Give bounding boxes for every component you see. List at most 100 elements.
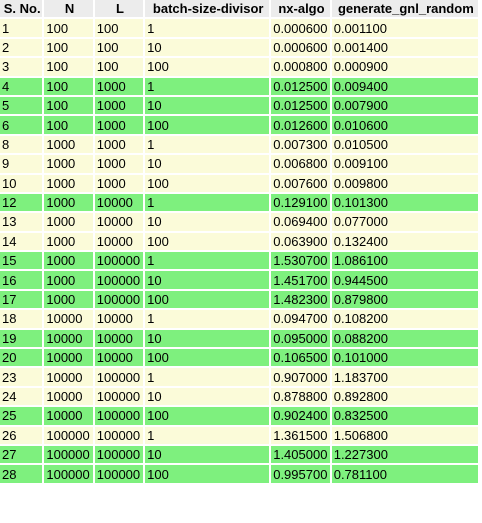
cell-nx-algo: 0.000600 xyxy=(271,19,330,37)
cell-nx-algo: 0.063900 xyxy=(271,232,330,251)
cell-generate-gnl-random: 0.944500 xyxy=(331,271,478,289)
cell-n: 100 xyxy=(44,77,93,95)
cell-nx-algo: 0.000600 xyxy=(271,38,330,57)
cell-generate-gnl-random: 0.108200 xyxy=(331,310,478,328)
cell-serial-number: 6 xyxy=(0,116,43,134)
cell-n: 10000 xyxy=(44,387,93,406)
cell-batch-size-divisor: 10 xyxy=(145,96,270,115)
table-row: 13 1000 10000 10 0.069400 0.077000 xyxy=(0,213,478,231)
cell-n: 1000 xyxy=(44,232,93,251)
cell-nx-algo: 0.902400 xyxy=(271,407,330,425)
cell-batch-size-divisor: 100 xyxy=(145,174,270,192)
cell-batch-size-divisor: 10 xyxy=(145,213,270,231)
cell-nx-algo: 1.482300 xyxy=(271,290,330,309)
cell-serial-number: 19 xyxy=(0,329,43,348)
cell-serial-number: 24 xyxy=(0,387,43,406)
cell-batch-size-divisor: 100 xyxy=(145,232,270,251)
cell-l: 100 xyxy=(94,19,144,37)
cell-n: 1000 xyxy=(44,271,93,289)
cell-nx-algo: 0.907000 xyxy=(271,368,330,386)
cell-l: 1000 xyxy=(94,116,144,134)
cell-batch-size-divisor: 10 xyxy=(145,329,270,348)
cell-l: 100000 xyxy=(94,252,144,270)
cell-batch-size-divisor: 1 xyxy=(145,135,270,154)
cell-serial-number: 2 xyxy=(0,38,43,57)
cell-serial-number: 5 xyxy=(0,96,43,115)
cell-nx-algo: 1.451700 xyxy=(271,271,330,289)
cell-generate-gnl-random: 1.506800 xyxy=(331,426,478,444)
cell-serial-number: 4 xyxy=(0,77,43,95)
cell-serial-number: 16 xyxy=(0,271,43,289)
cell-batch-size-divisor: 10 xyxy=(145,155,270,173)
cell-nx-algo: 0.095000 xyxy=(271,329,330,348)
cell-n: 1000 xyxy=(44,135,93,154)
cell-nx-algo: 0.106500 xyxy=(271,349,330,367)
cell-batch-size-divisor: 10 xyxy=(145,387,270,406)
cell-generate-gnl-random: 0.101000 xyxy=(331,349,478,367)
cell-generate-gnl-random: 0.892800 xyxy=(331,387,478,406)
cell-serial-number: 27 xyxy=(0,445,43,464)
cell-serial-number: 18 xyxy=(0,310,43,328)
table-row: 26 100000 100000 1 1.361500 1.506800 xyxy=(0,426,478,444)
cell-nx-algo: 0.094700 xyxy=(271,310,330,328)
cell-serial-number: 26 xyxy=(0,426,43,444)
table-row: 9 1000 1000 10 0.006800 0.009100 xyxy=(0,155,478,173)
cell-l: 100000 xyxy=(94,271,144,289)
cell-n: 100 xyxy=(44,58,93,76)
cell-generate-gnl-random: 1.227300 xyxy=(331,445,478,464)
cell-l: 100000 xyxy=(94,407,144,425)
table-row: 4 100 1000 1 0.012500 0.009400 xyxy=(0,77,478,95)
table-row: 17 1000 100000 100 1.482300 0.879800 xyxy=(0,290,478,309)
cell-serial-number: 13 xyxy=(0,213,43,231)
cell-batch-size-divisor: 10 xyxy=(145,38,270,57)
cell-nx-algo: 0.129100 xyxy=(271,193,330,212)
cell-l: 10000 xyxy=(94,213,144,231)
cell-l: 100000 xyxy=(94,368,144,386)
cell-batch-size-divisor: 10 xyxy=(145,445,270,464)
cell-n: 100000 xyxy=(44,465,93,483)
cell-n: 10000 xyxy=(44,407,93,425)
cell-generate-gnl-random: 1.183700 xyxy=(331,368,478,386)
cell-generate-gnl-random: 0.101300 xyxy=(331,193,478,212)
cell-n: 10000 xyxy=(44,310,93,328)
table-row: 3 100 100 100 0.000800 0.000900 xyxy=(0,58,478,76)
cell-batch-size-divisor: 1 xyxy=(145,193,270,212)
cell-l: 100 xyxy=(94,58,144,76)
cell-generate-gnl-random: 0.009800 xyxy=(331,174,478,192)
cell-l: 10000 xyxy=(94,232,144,251)
cell-n: 100 xyxy=(44,19,93,37)
header-batch-size-divisor: batch-size-divisor xyxy=(145,0,270,18)
cell-l: 100 xyxy=(94,38,144,57)
cell-n: 1000 xyxy=(44,193,93,212)
cell-n: 100000 xyxy=(44,445,93,464)
cell-l: 10000 xyxy=(94,329,144,348)
cell-nx-algo: 0.007300 xyxy=(271,135,330,154)
header-nx-algo: nx-algo xyxy=(271,0,330,18)
cell-generate-gnl-random: 0.001400 xyxy=(331,38,478,57)
cell-nx-algo: 1.530700 xyxy=(271,252,330,270)
cell-n: 100 xyxy=(44,96,93,115)
table-row: 24 10000 100000 10 0.878800 0.892800 xyxy=(0,387,478,406)
cell-batch-size-divisor: 1 xyxy=(145,252,270,270)
table-row: 27 100000 100000 10 1.405000 1.227300 xyxy=(0,445,478,464)
cell-nx-algo: 1.361500 xyxy=(271,426,330,444)
table-row: 12 1000 10000 1 0.129100 0.101300 xyxy=(0,193,478,212)
table-row: 25 10000 100000 100 0.902400 0.832500 xyxy=(0,407,478,425)
cell-generate-gnl-random: 0.781100 xyxy=(331,465,478,483)
cell-batch-size-divisor: 1 xyxy=(145,77,270,95)
cell-nx-algo: 0.006800 xyxy=(271,155,330,173)
cell-nx-algo: 0.000800 xyxy=(271,58,330,76)
cell-generate-gnl-random: 0.001100 xyxy=(331,19,478,37)
cell-serial-number: 15 xyxy=(0,252,43,270)
cell-generate-gnl-random: 0.010600 xyxy=(331,116,478,134)
header-serial-number: S. No. xyxy=(0,0,43,18)
cell-n: 1000 xyxy=(44,213,93,231)
cell-n: 100 xyxy=(44,116,93,134)
table-body: 1 100 100 1 0.000600 0.001100 2 100 100 10 0.00060… xyxy=(0,19,478,483)
cell-l: 1000 xyxy=(94,174,144,192)
cell-l: 10000 xyxy=(94,193,144,212)
cell-n: 10000 xyxy=(44,329,93,348)
header-l: L xyxy=(94,0,144,18)
cell-n: 1000 xyxy=(44,155,93,173)
table-row: 15 1000 100000 1 1.530700 1.086100 xyxy=(0,252,478,270)
